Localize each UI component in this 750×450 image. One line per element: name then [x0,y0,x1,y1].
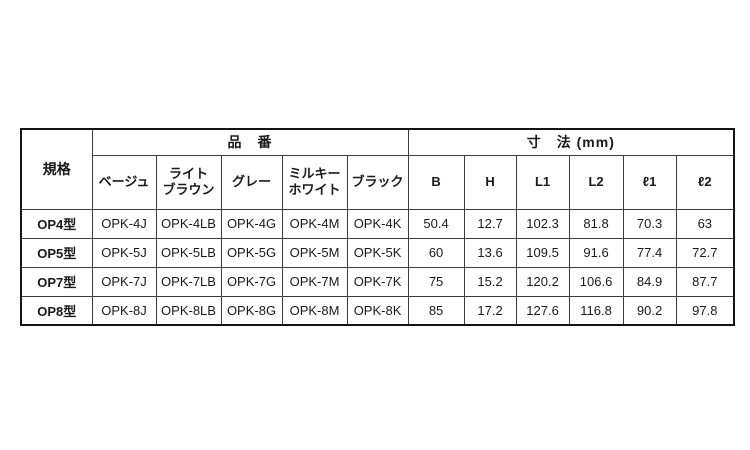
dimension-cell: 116.8 [568,295,624,326]
dimension-cell: 85 [407,295,465,326]
header-dim-ell1: ℓ1 [622,154,677,210]
dimension-cell: 50.4 [407,208,465,239]
dimension-cell: 63 [675,208,735,239]
header-color-gray: グレー [220,154,283,210]
spec-cell: OP8型 [20,295,93,326]
part-number-cell: OPK-4G [220,208,283,239]
part-number-cell: OPK-7G [220,266,283,297]
dimension-cell: 75 [407,266,465,297]
spec-cell: OP4型 [20,208,93,239]
part-number-cell: OPK-4J [91,208,157,239]
part-number-cell: OPK-7LB [155,266,222,297]
part-number-cell: OPK-5K [346,237,409,268]
dimension-cell: 106.6 [568,266,624,297]
header-group-row: 規格 品 番 寸 法 (mm) [20,128,735,210]
spec-cell: OP7型 [20,266,93,297]
dimension-cell: 120.2 [515,266,570,297]
part-number-cell: OPK-5J [91,237,157,268]
header-spec: 規格 [20,128,93,210]
part-number-cell: OPK-8G [220,295,283,326]
dimension-cell: 102.3 [515,208,570,239]
dimension-cell: 97.8 [675,295,735,326]
dimension-cell: 70.3 [622,208,677,239]
spec-table: 規格 品 番 寸 法 (mm) ベージュ ライト ブラウン グレー ミルキー ホ… [20,128,736,326]
table-row: OP5型 OPK-5J OPK-5LB OPK-5G OPK-5M OPK-5K… [20,237,735,268]
part-number-cell: OPK-8K [346,295,409,326]
dimension-cell: 81.8 [568,208,624,239]
dimension-cell: 72.7 [675,237,735,268]
part-number-cell: OPK-7M [281,266,348,297]
part-number-cell: OPK-4LB [155,208,222,239]
dimension-cell: 91.6 [568,237,624,268]
part-number-cell: OPK-8J [91,295,157,326]
header-dim-h: H [463,154,517,210]
table-row: OP8型 OPK-8J OPK-8LB OPK-8G OPK-8M OPK-8K… [20,295,735,326]
header-dim-ell2: ℓ2 [675,154,735,210]
dimension-cell: 109.5 [515,237,570,268]
part-number-cell: OPK-8LB [155,295,222,326]
header-color-milky-white: ミルキー ホワイト [281,154,348,210]
table-row: OP7型 OPK-7J OPK-7LB OPK-7G OPK-7M OPK-7K… [20,266,735,297]
header-color-light-brown: ライト ブラウン [155,154,222,210]
table-row: OP4型 OPK-4J OPK-4LB OPK-4G OPK-4M OPK-4K… [20,208,735,239]
header-color-beige: ベージュ [91,154,157,210]
dimension-cell: 127.6 [515,295,570,326]
header-dim-l1: L1 [515,154,570,210]
header-part-number-group: 品 番 [91,128,409,156]
part-number-cell: OPK-4M [281,208,348,239]
part-number-cell: OPK-7K [346,266,409,297]
part-number-cell: OPK-5LB [155,237,222,268]
header-dim-l2: L2 [568,154,624,210]
spec-cell: OP5型 [20,237,93,268]
part-number-cell: OPK-5M [281,237,348,268]
part-number-cell: OPK-8M [281,295,348,326]
dimension-cell: 13.6 [463,237,517,268]
header-sub-row: ベージュ ライト ブラウン グレー ミルキー ホワイト ブラック B H L1 … [21,154,735,210]
dimension-cell: 60 [407,237,465,268]
dimension-cell: 84.9 [622,266,677,297]
dimension-cell: 87.7 [675,266,735,297]
dimension-cell: 90.2 [622,295,677,326]
header-dimensions-group: 寸 法 (mm) [407,128,735,156]
dimension-cell: 17.2 [463,295,517,326]
dimension-cell: 77.4 [622,237,677,268]
part-number-cell: OPK-5G [220,237,283,268]
header-color-black: ブラック [346,154,409,210]
dimension-cell: 15.2 [463,266,517,297]
part-number-cell: OPK-4K [346,208,409,239]
part-number-cell: OPK-7J [91,266,157,297]
header-dim-b: B [407,154,465,210]
dimension-cell: 12.7 [463,208,517,239]
